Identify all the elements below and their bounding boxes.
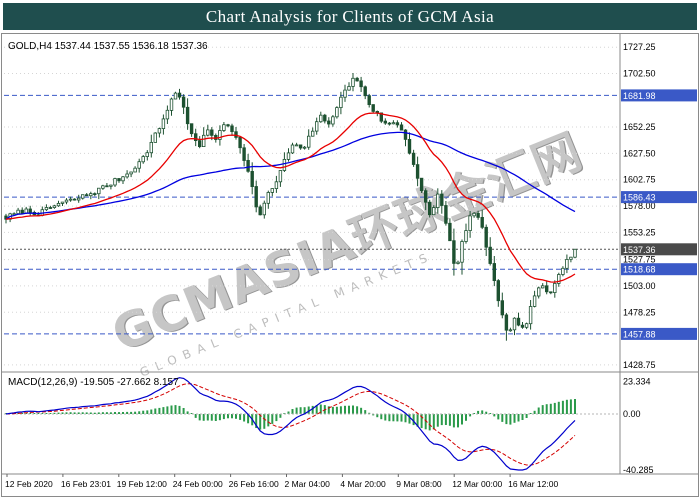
svg-text:1586.43: 1586.43 [623,193,656,203]
svg-text:-40.285: -40.285 [623,465,654,475]
macd-signal-line [5,383,576,466]
svg-text:1527.75: 1527.75 [623,255,656,265]
svg-text:1727.25: 1727.25 [623,42,656,52]
svg-text:1503.00: 1503.00 [623,281,656,291]
ma-fast-line [5,112,576,283]
banner-title: Chart Analysis for Clients of GCM Asia [205,6,495,26]
symbol-ohlc-header: GOLD,H4 1537.44 1537.55 1536.18 1537.36 [8,41,208,52]
svg-text:23.334: 23.334 [623,377,651,387]
svg-text:1578.00: 1578.00 [623,201,656,211]
price-level-badges: 1681.98 1586.43 1518.68 1457.88 1537.36 [621,89,697,340]
svg-text:1627.50: 1627.50 [623,148,656,158]
macd-indicator-label: MACD(12,26,9) -19.505 -27.662 8.157 [8,377,179,388]
svg-text:1537.36: 1537.36 [623,245,656,255]
svg-text:26 Feb 16:00: 26 Feb 16:00 [229,479,279,489]
svg-text:1518.68: 1518.68 [623,265,656,275]
time-axis-labels: 12 Feb 2020 16 Feb 23:01 19 Feb 12:00 24 Fe… [5,474,558,489]
svg-text:1602.75: 1602.75 [623,175,656,185]
macd-histogram [5,399,576,431]
svg-text:12 Feb 2020: 12 Feb 2020 [5,479,53,489]
level-lines-layer [4,94,620,335]
svg-text:19 Feb 12:00: 19 Feb 12:00 [117,479,167,489]
svg-text:0.00: 0.00 [623,409,641,419]
svg-text:1478.25: 1478.25 [623,307,656,317]
svg-text:4 Mar 20:00: 4 Mar 20:00 [340,479,386,489]
chart-frame-border [1,33,699,497]
svg-text:1428.75: 1428.75 [623,360,656,370]
svg-text:16 Mar 12:00: 16 Mar 12:00 [508,479,558,489]
svg-text:24 Feb 00:00: 24 Feb 00:00 [173,479,223,489]
grid-layer [4,46,620,366]
svg-text:1681.98: 1681.98 [623,91,656,101]
svg-text:9 Mar 08:00: 9 Mar 08:00 [396,479,442,489]
svg-text:1702.50: 1702.50 [623,69,656,79]
svg-text:1652.25: 1652.25 [623,122,656,132]
svg-text:1457.88: 1457.88 [623,329,656,339]
macd-main-line [5,377,576,471]
svg-text:2 Mar 04:00: 2 Mar 04:00 [285,479,331,489]
price-axis-labels: 1727.25 1702.50 1652.25 1627.50 1602.75 1578.… [623,42,656,370]
svg-text:16 Feb 23:01: 16 Feb 23:01 [61,479,111,489]
svg-text:12 Mar 00:00: 12 Mar 00:00 [452,479,502,489]
macd-axis-labels: 23.334 0.00 -40.285 [623,377,654,475]
candles-layer [4,73,577,341]
ma-slow-line [5,131,576,220]
title-banner: Chart Analysis for Clients of GCM Asia [3,3,697,30]
svg-text:1553.25: 1553.25 [623,227,656,237]
